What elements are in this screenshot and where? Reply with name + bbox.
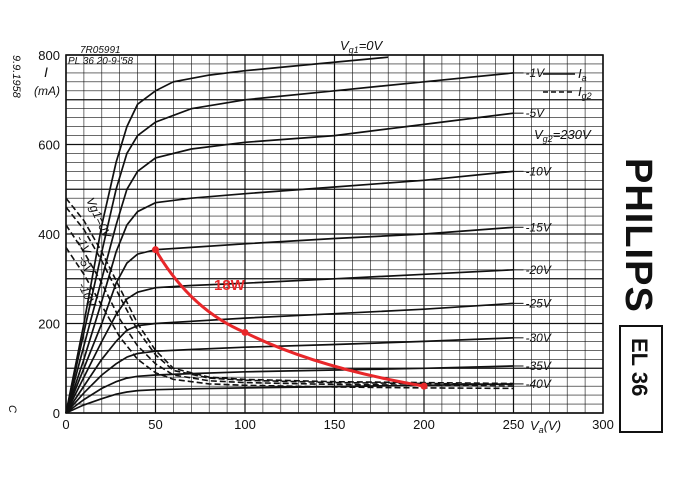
y-tick-label: 400	[38, 227, 60, 242]
anode-curve	[65, 336, 514, 414]
legend-entry-ia: Ia	[578, 66, 587, 83]
anode-curve	[65, 112, 514, 414]
anode-curve-label: -35V	[526, 359, 552, 373]
anode-curve-label: -10V	[526, 164, 552, 178]
vg1-top-sub: g1	[349, 45, 359, 55]
x-axis-sub: a	[539, 425, 544, 435]
chart-code: 7R05991	[80, 45, 121, 56]
y-tick-label: 0	[53, 406, 60, 421]
brand-logo: PHILIPS	[617, 158, 659, 313]
anode-curve	[65, 72, 514, 414]
side-mark: C	[6, 405, 18, 413]
x-tick-label: 200	[413, 417, 435, 432]
screen-curve	[65, 206, 514, 386]
anode-curve	[65, 383, 514, 414]
screen-curve-label: -1V	[73, 233, 94, 257]
tube-date: PL 36 20-9-'58	[68, 56, 134, 67]
vg1-top-v: V	[340, 38, 350, 53]
anode-curve-label: -15V	[526, 220, 552, 234]
anode-curve-label: -30V	[526, 331, 552, 345]
anode-curve	[65, 302, 514, 414]
anode-curve	[65, 56, 389, 414]
legend-entry-ig2: Ig2	[578, 84, 592, 101]
anode-curve-label: -20V	[526, 263, 552, 277]
axis-ticks: 0 50 100 150 200 250 300 0 200 400 600 800	[38, 48, 614, 432]
x-tick-label: 50	[148, 417, 162, 432]
load-line-point	[420, 382, 428, 390]
anode-curve-label: -40V	[526, 377, 552, 391]
screen-curve	[65, 197, 514, 385]
side-date: 9.9.1958	[10, 55, 22, 99]
x-axis-title: Va(V)	[530, 418, 561, 435]
x-tick-label: 150	[324, 417, 346, 432]
legend-ia-symbol: I	[578, 66, 582, 81]
y-tick-label: 600	[38, 138, 60, 153]
y-axis-title: I	[44, 64, 48, 80]
anode-curve	[65, 365, 514, 414]
tube-type: EL 36	[627, 338, 652, 396]
load-line-label: 18W	[214, 277, 246, 294]
legend-ig2-sub: g2	[582, 91, 592, 101]
x-axis-v: V	[530, 418, 540, 433]
x-tick-label: 250	[503, 417, 525, 432]
y-tick-label: 200	[38, 317, 60, 332]
vg2-prefix: V	[534, 127, 544, 142]
y-axis-unit: (mA)	[34, 84, 60, 98]
tube-type-box	[619, 325, 663, 433]
anode-curve-label: -5V	[526, 106, 546, 120]
y-tick-label: 800	[38, 48, 60, 63]
vg2-sub: g2	[543, 134, 553, 144]
legend-ia-sub: a	[582, 73, 587, 83]
plot-frame	[65, 54, 604, 414]
anode-curve-label: -1V	[526, 66, 546, 80]
x-axis-unit: (V)	[544, 418, 561, 433]
anode-curve	[65, 226, 514, 414]
vg1-top-label: Vg1=0V	[340, 38, 384, 55]
load-line-point	[241, 328, 249, 336]
legend: Ia Ig2	[543, 66, 592, 101]
x-tick-label: 100	[234, 417, 256, 432]
vg2-value: =230V	[553, 127, 592, 142]
vg1-top-val: =0V	[359, 38, 384, 53]
x-tick-label: 0	[62, 417, 69, 432]
x-tick-label: 300	[592, 417, 614, 432]
anode-curve	[65, 170, 514, 414]
anode-curve	[65, 268, 514, 414]
load-line-curve	[154, 248, 425, 388]
anode-curve-label: -25V	[526, 296, 552, 310]
load-line: 18W	[152, 246, 428, 390]
screen-curve	[65, 246, 514, 390]
vg2-label: Vg2=230V	[534, 127, 592, 144]
load-line-point	[152, 246, 159, 254]
chart-grid	[65, 54, 604, 414]
screen-curve	[65, 224, 514, 387]
legend-ig2-symbol: I	[578, 84, 582, 99]
